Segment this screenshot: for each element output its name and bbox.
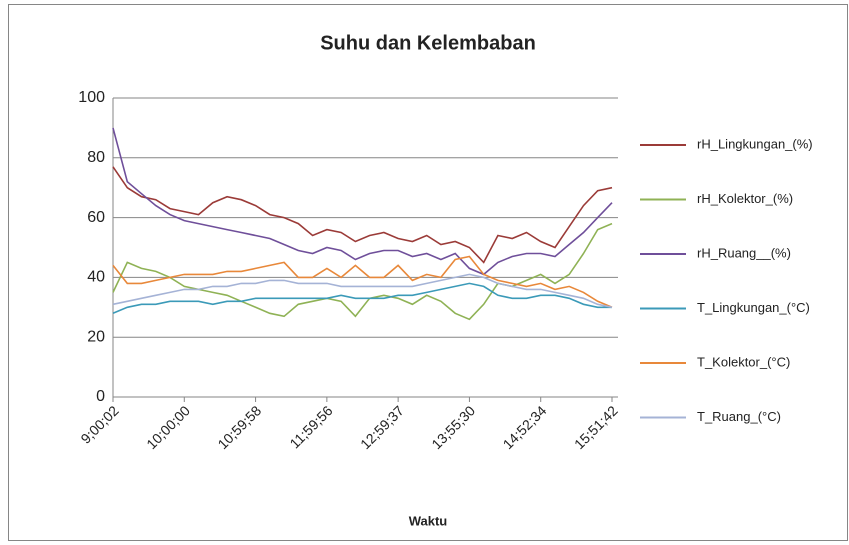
data-line (112, 273, 613, 309)
chart-frame (8, 4, 848, 541)
data-line (112, 166, 613, 264)
data-line (112, 255, 613, 309)
chart-title: Suhu dan Kelembaban (320, 32, 536, 54)
y-tick-label: 40 (87, 269, 105, 286)
y-tick-label: 20 (87, 328, 105, 345)
legend-label: rH_Lingkungan_(%) (697, 136, 813, 151)
y-tick-label: 0 (96, 388, 105, 405)
y-tick-label: 80 (87, 149, 105, 166)
legend-label: T_Kolektor_(°C) (697, 354, 790, 369)
legend-label: T_Ruang_(°C) (697, 409, 781, 424)
y-tick-label: 100 (78, 89, 105, 106)
legend-label: rH_Kolektor_(%) (697, 191, 793, 206)
y-tick-label: 60 (87, 209, 105, 226)
x-axis-title: Waktu (409, 513, 448, 528)
data-line (112, 127, 613, 276)
data-line (112, 282, 612, 315)
legend-label: T_Lingkungan_(°C) (697, 300, 810, 315)
legend-label: rH_Ruang__(%) (697, 245, 791, 260)
